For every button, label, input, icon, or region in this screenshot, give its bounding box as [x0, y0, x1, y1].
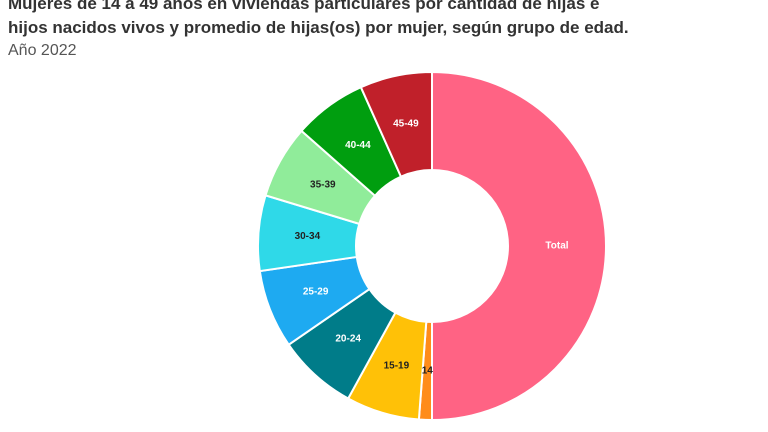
- slice-label-40-44: 40-44: [345, 140, 371, 151]
- slice-label-45-49: 45-49: [393, 118, 419, 129]
- slice-label-20-24: 20-24: [335, 333, 361, 344]
- chart-title-line-1: Mujeres de 14 a 49 años en viviendas par…: [8, 0, 600, 13]
- slice-label-35-39: 35-39: [310, 180, 336, 191]
- chart-title: Mujeres de 14 a 49 años en viviendas par…: [8, 0, 748, 40]
- donut-labels: Total 14 15-19 20-24 25-29 30-34 35-39 40-44 45-…: [295, 118, 569, 376]
- slice-45-49[interactable]: [359, 70, 433, 178]
- slice-label-25-29: 25-29: [303, 286, 329, 297]
- chart-title-line-2: hijos nacidos vivos y promedio de hijas(…: [8, 18, 629, 37]
- slice-label-14: 14: [422, 366, 434, 377]
- slice-label-15-19: 15-19: [384, 360, 410, 371]
- slice-label-30-34: 30-34: [295, 231, 321, 242]
- slice-Total[interactable]: [431, 70, 607, 422]
- slice-label-Total: Total: [545, 241, 568, 252]
- chart-subtitle: Año 2022: [8, 42, 77, 59]
- donut-slices: [257, 70, 607, 422]
